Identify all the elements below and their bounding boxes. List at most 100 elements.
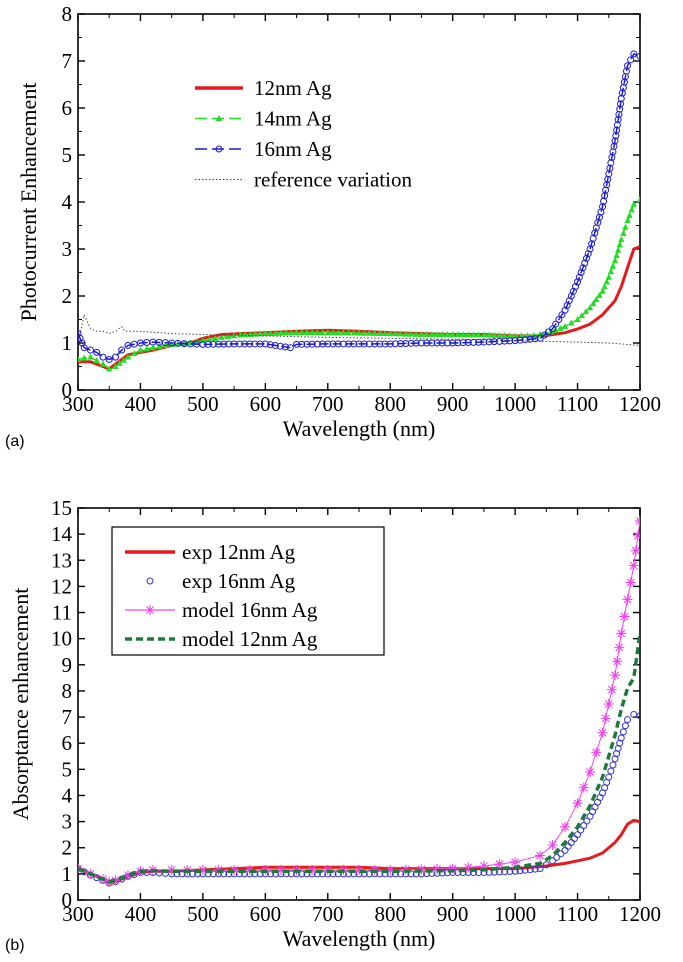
data-point bbox=[381, 340, 389, 348]
data-point bbox=[366, 329, 373, 336]
data-point bbox=[454, 869, 462, 877]
data-point bbox=[376, 870, 384, 878]
data-point bbox=[110, 875, 121, 886]
data-point bbox=[605, 273, 612, 280]
data-point bbox=[582, 308, 590, 315]
x-tick-label: 1000 bbox=[494, 392, 536, 416]
data-point bbox=[209, 870, 217, 878]
data-point bbox=[463, 862, 474, 873]
data-point bbox=[215, 115, 223, 121]
data-point bbox=[99, 360, 107, 367]
data-point bbox=[603, 699, 614, 709]
data-point bbox=[558, 311, 566, 319]
legend-label: model 16nm Ag bbox=[182, 598, 318, 622]
data-point bbox=[579, 264, 587, 272]
y-axis-title: Photocurrent Enhancement bbox=[16, 83, 41, 322]
data-point bbox=[475, 869, 483, 877]
data-point bbox=[298, 329, 305, 336]
data-point bbox=[636, 196, 640, 203]
y-tick-label: 4 bbox=[62, 783, 73, 807]
data-point bbox=[354, 864, 364, 875]
data-point bbox=[308, 340, 316, 348]
data-point bbox=[93, 357, 100, 364]
y-tick-label: 8 bbox=[62, 2, 73, 26]
data-point bbox=[397, 340, 405, 348]
data-point bbox=[616, 241, 623, 248]
data-point bbox=[630, 545, 640, 556]
data-point bbox=[591, 747, 602, 758]
data-point bbox=[490, 338, 498, 346]
data-point bbox=[433, 339, 441, 347]
data-point bbox=[615, 110, 623, 118]
x-tick-label: 500 bbox=[187, 392, 219, 416]
data-point bbox=[542, 861, 550, 869]
data-point bbox=[577, 269, 585, 276]
data-point bbox=[574, 316, 581, 322]
data-point bbox=[220, 340, 228, 348]
data-point bbox=[624, 62, 632, 70]
series-line bbox=[78, 52, 640, 361]
data-point bbox=[87, 353, 94, 360]
x-tick-label: 300 bbox=[62, 902, 94, 926]
data-point bbox=[549, 857, 557, 865]
data-point bbox=[197, 864, 208, 875]
data-point bbox=[298, 870, 306, 878]
data-point bbox=[613, 121, 621, 129]
data-point bbox=[459, 331, 467, 338]
data-point bbox=[120, 356, 127, 363]
chart-panel-a: 300 400 500 600 700 800 900 1000 1100 1200 0 1 2 3 4 5 6… bbox=[5, 2, 661, 450]
data-point bbox=[454, 339, 462, 347]
data-point bbox=[596, 291, 603, 298]
data-point bbox=[496, 337, 503, 345]
data-point bbox=[178, 870, 186, 878]
data-point bbox=[561, 846, 569, 854]
y-tick-label: 14 bbox=[51, 522, 73, 546]
data-point bbox=[166, 864, 177, 875]
series-14nm-ag bbox=[78, 196, 640, 372]
data-point bbox=[614, 116, 622, 124]
data-point bbox=[118, 346, 126, 354]
data-point bbox=[603, 278, 610, 285]
data-point bbox=[205, 336, 213, 343]
data-point bbox=[552, 320, 560, 328]
data-point bbox=[224, 333, 232, 340]
data-point bbox=[99, 353, 107, 361]
data-point bbox=[439, 331, 446, 338]
legend-label: 12nm Ag bbox=[254, 76, 332, 100]
x-tick-label: 1100 bbox=[557, 902, 598, 926]
data-point bbox=[614, 642, 625, 653]
data-point bbox=[111, 353, 119, 361]
data-point bbox=[371, 340, 379, 348]
data-point bbox=[345, 329, 352, 336]
data-point bbox=[428, 331, 436, 338]
data-point bbox=[246, 340, 254, 348]
data-point bbox=[428, 339, 436, 347]
data-point bbox=[433, 331, 441, 338]
data-point bbox=[251, 340, 259, 348]
data-point bbox=[131, 350, 138, 357]
y-tick-label: 3 bbox=[62, 810, 73, 834]
data-point bbox=[601, 283, 608, 290]
data-point bbox=[365, 870, 373, 878]
y-tick-label: 6 bbox=[62, 96, 73, 120]
legend-box bbox=[111, 526, 385, 656]
data-point bbox=[345, 340, 353, 348]
y-tick-label: 11 bbox=[52, 601, 72, 625]
data-point bbox=[418, 331, 425, 338]
data-point bbox=[215, 340, 222, 348]
data-point bbox=[465, 331, 472, 338]
x-tick-label: 700 bbox=[312, 902, 344, 926]
data-point bbox=[511, 332, 519, 339]
data-point bbox=[275, 864, 286, 875]
data-point bbox=[616, 105, 624, 113]
data-point bbox=[616, 100, 624, 108]
series-16nm-ag bbox=[78, 50, 640, 363]
data-point bbox=[630, 50, 638, 58]
series-model-12nm-ag bbox=[78, 633, 640, 884]
data-point bbox=[449, 339, 457, 347]
data-point bbox=[386, 340, 394, 348]
data-point bbox=[281, 343, 289, 351]
data-point bbox=[444, 331, 451, 338]
y-tick-label: 10 bbox=[51, 627, 72, 651]
data-point bbox=[526, 335, 534, 343]
